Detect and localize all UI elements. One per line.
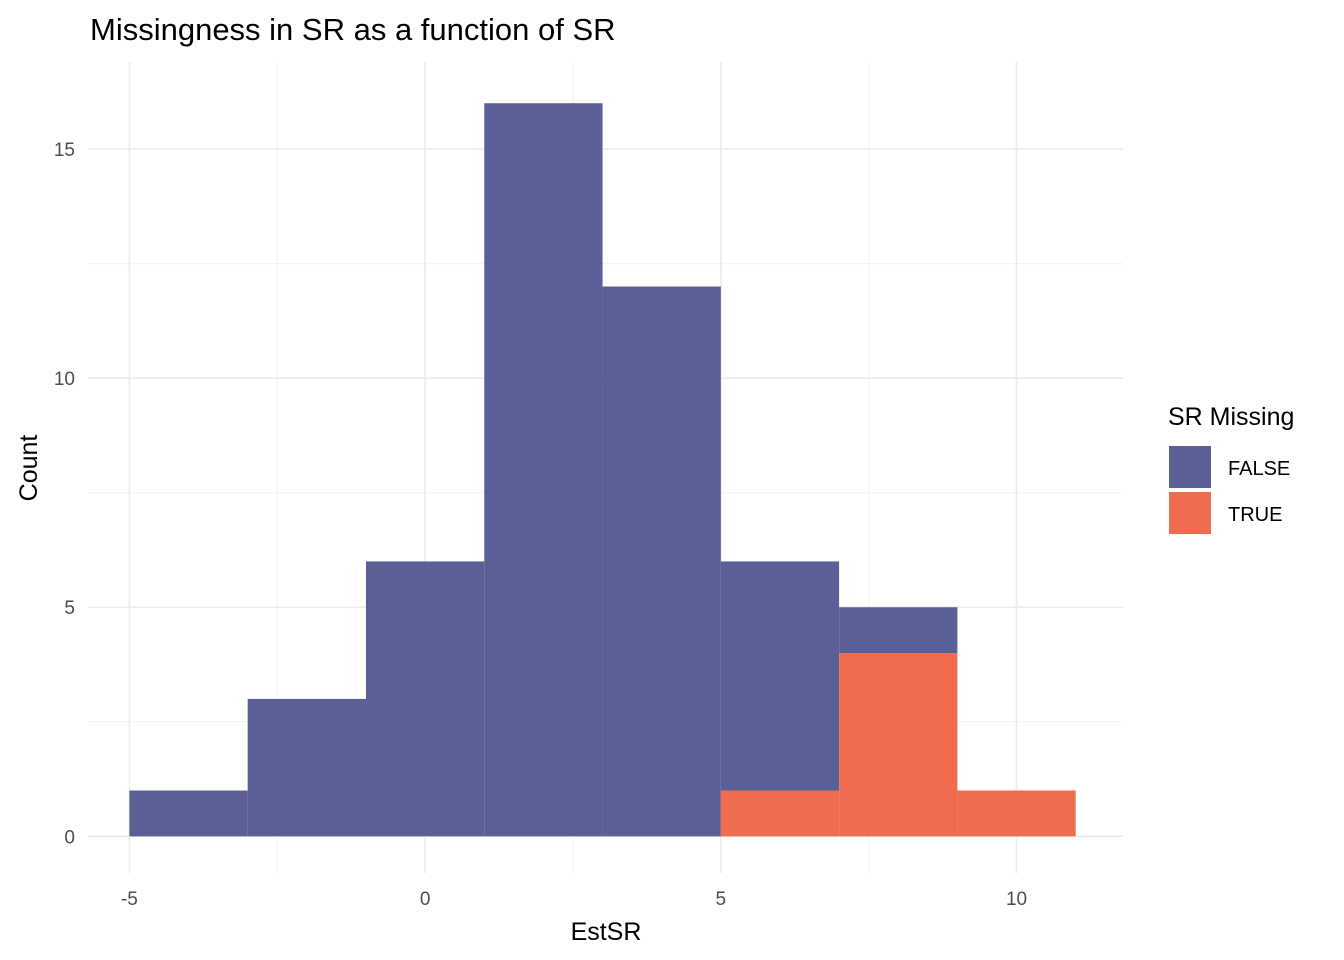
x-tick-label: 10 [1006, 889, 1027, 910]
legend-title: SR Missing [1168, 403, 1294, 431]
x-tick-label: 5 [716, 889, 727, 910]
bars [129, 103, 1076, 837]
bar-true [957, 790, 1076, 837]
y-tick-label: 0 [64, 827, 75, 848]
x-tick-label: 0 [420, 889, 431, 910]
bar-false [602, 286, 721, 837]
y-axis: 0 5 10 15 [54, 140, 75, 848]
legend: SR Missing FALSE TRUE [1168, 403, 1294, 534]
y-tick-label: 5 [64, 598, 75, 619]
legend-key-false [1169, 446, 1211, 488]
legend-label-false: FALSE [1228, 458, 1290, 480]
y-tick-label: 10 [54, 369, 75, 390]
bar-false [129, 790, 248, 837]
legend-label-true: TRUE [1228, 504, 1282, 526]
bar-false [247, 698, 366, 837]
x-axis: -5 0 5 10 [121, 889, 1027, 910]
bar-false [839, 607, 958, 654]
bar-true [839, 653, 958, 837]
bar-true [720, 790, 840, 837]
y-axis-title: Count [15, 435, 43, 502]
bar-false [365, 561, 485, 837]
bar-false [720, 561, 840, 791]
legend-key-true [1169, 492, 1211, 534]
chart-title: Missingness in SR as a function of SR [90, 12, 616, 47]
bar-false [484, 103, 603, 837]
y-tick-label: 15 [54, 140, 75, 161]
x-tick-label: -5 [121, 889, 138, 910]
x-axis-title: EstSR [571, 918, 642, 946]
